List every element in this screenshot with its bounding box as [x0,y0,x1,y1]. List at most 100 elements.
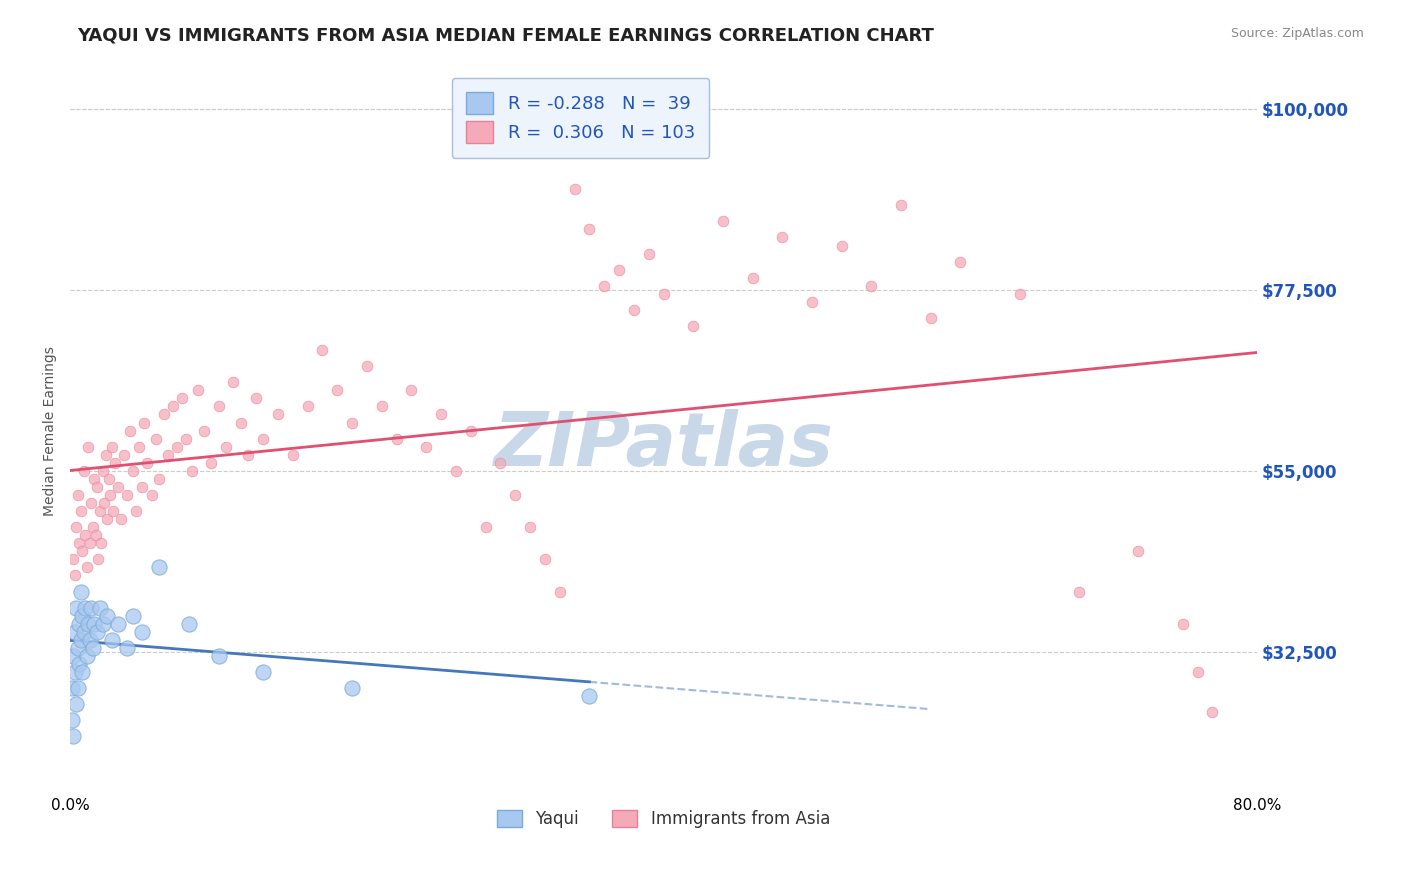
Point [245,392,267,406]
Point [94,448,117,462]
Point [79,536,101,550]
Point [489,456,512,470]
Point [69,504,91,518]
Point [63,665,86,679]
Point [607,262,630,277]
Point [1187,665,1209,679]
Point [578,689,600,703]
Point [90,536,112,550]
Point [69,632,91,647]
Point [252,665,274,679]
Point [86,624,108,639]
Point [371,400,394,414]
Point [801,294,824,309]
Point [63,624,86,639]
Point [107,480,129,494]
Point [62,648,84,663]
Point [340,681,363,695]
Point [208,400,231,414]
Point [152,408,174,422]
Point [430,408,453,422]
Point [89,600,111,615]
Point [564,182,586,196]
Point [385,432,408,446]
Point [860,278,883,293]
Point [1008,286,1031,301]
Text: ZIPatlas: ZIPatlas [494,409,834,482]
Point [637,246,659,260]
Point [222,376,245,390]
Point [82,520,104,534]
Point [79,632,101,647]
Point [831,238,853,252]
Point [87,552,110,566]
Point [1128,544,1150,558]
Point [148,560,170,574]
Point [252,432,274,446]
Point [170,392,193,406]
Point [623,302,645,317]
Y-axis label: Median Female Earnings: Median Female Earnings [44,345,58,516]
Point [83,616,105,631]
Point [121,608,143,623]
Point [93,496,115,510]
Point [949,254,972,268]
Point [519,520,541,534]
Point [96,608,118,623]
Point [238,448,260,462]
Point [200,456,222,470]
Point [75,600,97,615]
Point [73,624,96,639]
Point [181,464,204,478]
Text: Source: ZipAtlas.com: Source: ZipAtlas.com [1230,27,1364,40]
Point [1067,584,1090,599]
Point [91,464,114,478]
Point [770,230,793,244]
Point [415,440,437,454]
Point [890,198,912,212]
Point [460,424,482,438]
Point [80,496,103,510]
Point [101,632,124,647]
Point [65,697,87,711]
Point [66,488,89,502]
Point [86,480,108,494]
Point [67,616,90,631]
Point [103,504,125,518]
Point [340,416,363,430]
Point [326,384,349,398]
Point [548,584,571,599]
Point [91,616,114,631]
Point [920,310,942,325]
Point [84,528,107,542]
Point [69,584,91,599]
Legend: Yaqui, Immigrants from Asia: Yaqui, Immigrants from Asia [491,804,837,835]
Point [145,432,167,446]
Point [82,640,104,655]
Point [65,600,87,615]
Point [534,552,557,566]
Point [67,657,90,671]
Point [177,616,200,631]
Point [66,640,89,655]
Point [1171,616,1194,631]
Text: YAQUI VS IMMIGRANTS FROM ASIA MEDIAN FEMALE EARNINGS CORRELATION CHART: YAQUI VS IMMIGRANTS FROM ASIA MEDIAN FEM… [77,27,934,45]
Point [401,384,423,398]
Point [62,729,84,743]
Point [1201,705,1223,719]
Point [267,408,290,422]
Point [70,608,93,623]
Point [148,472,170,486]
Point [76,648,98,663]
Point [474,520,496,534]
Point [444,464,467,478]
Point [83,472,105,486]
Point [118,424,141,438]
Point [65,520,87,534]
Point [60,713,83,727]
Point [101,440,124,454]
Point [62,552,84,566]
Point [110,512,132,526]
Point [682,318,704,333]
Point [215,440,238,454]
